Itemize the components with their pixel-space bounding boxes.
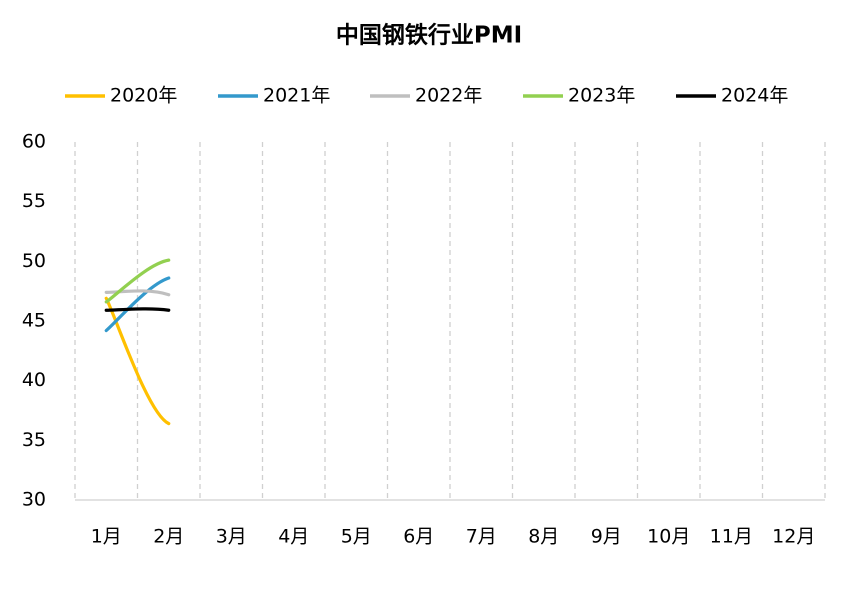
x-tick-label: 12月 xyxy=(772,526,815,548)
legend-label: 2024年 xyxy=(721,85,788,107)
x-tick-label: 6月 xyxy=(403,526,434,548)
chart-title: 中国钢铁行业PMI xyxy=(336,22,522,49)
x-tick-label: 7月 xyxy=(466,526,497,548)
x-tick-label: 2月 xyxy=(153,526,184,548)
y-tick-label: 35 xyxy=(22,429,46,451)
y-tick-label: 45 xyxy=(22,310,46,332)
series-line xyxy=(104,307,171,312)
x-tick-label: 4月 xyxy=(278,526,309,548)
series-line xyxy=(104,289,171,297)
x-tick-label: 10月 xyxy=(647,526,690,548)
y-tick-label: 30 xyxy=(22,489,46,511)
x-tick-label: 11月 xyxy=(710,526,753,548)
legend-label: 2021年 xyxy=(263,85,330,107)
y-tick-label: 50 xyxy=(22,250,46,272)
series-line xyxy=(104,258,171,304)
legend-label: 2020年 xyxy=(110,85,177,107)
x-tick-label: 9月 xyxy=(591,526,622,548)
x-tick-label: 3月 xyxy=(216,526,247,548)
legend-label: 2023年 xyxy=(568,85,635,107)
legend-label: 2022年 xyxy=(415,85,482,107)
y-tick-label: 60 xyxy=(22,131,46,153)
x-tick-label: 1月 xyxy=(91,526,122,548)
x-tick-label: 5月 xyxy=(341,526,372,548)
series-line xyxy=(104,296,171,426)
x-tick-label: 8月 xyxy=(528,526,559,548)
series-line xyxy=(104,276,171,333)
y-tick-label: 55 xyxy=(22,190,46,212)
y-tick-label: 40 xyxy=(22,369,46,391)
